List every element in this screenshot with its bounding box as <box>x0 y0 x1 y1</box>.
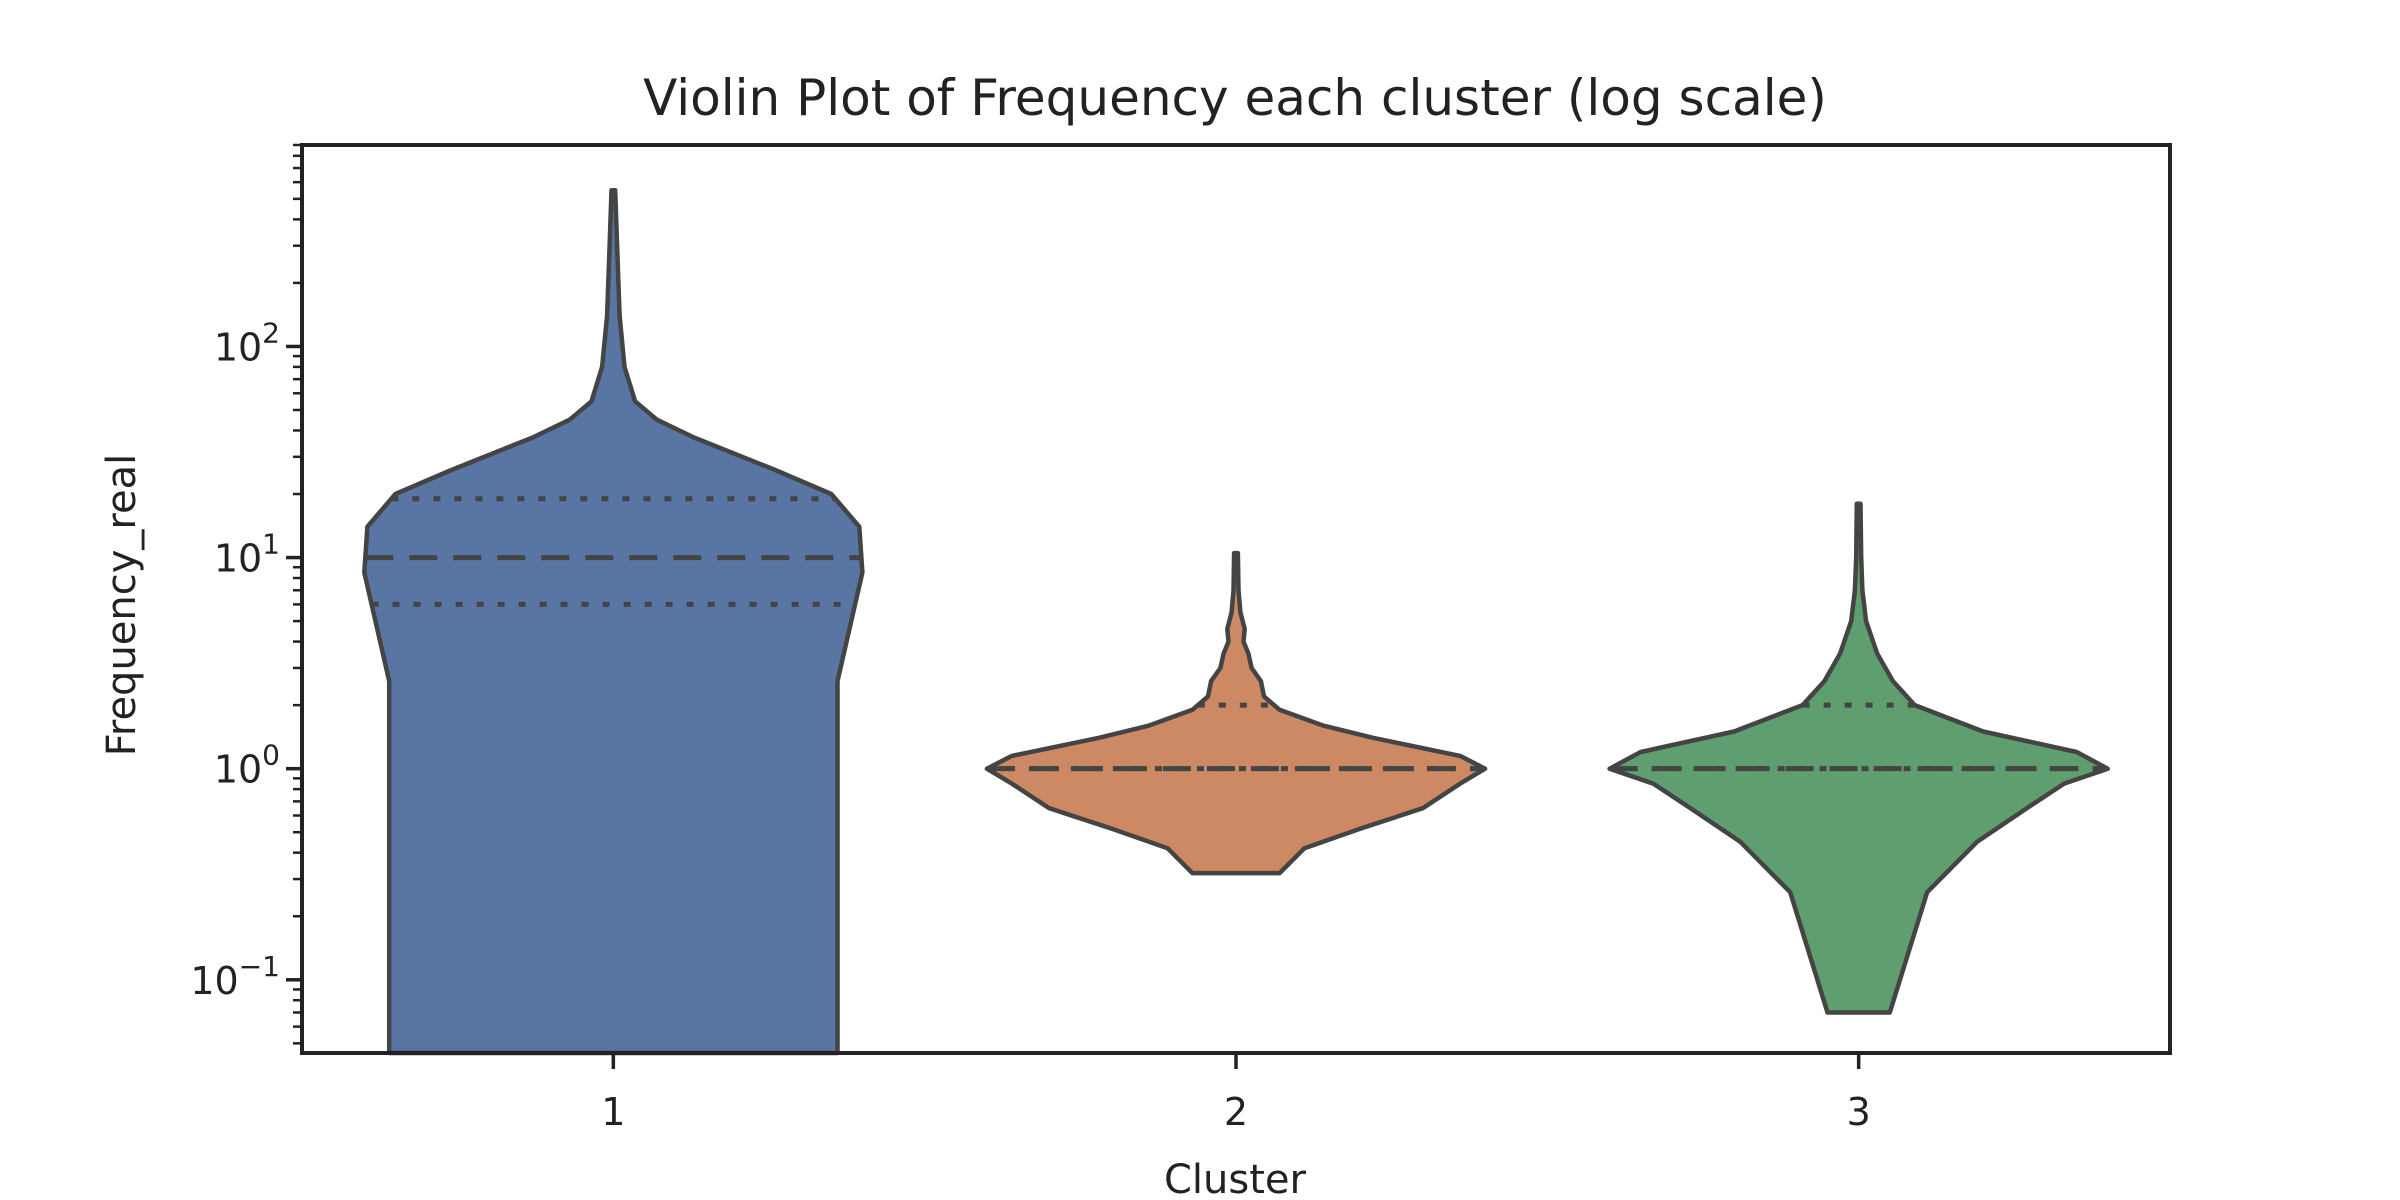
y-axis-label: Frequency_real <box>99 454 145 756</box>
chart-title: Violin Plot of Frequency each cluster (l… <box>643 69 1827 127</box>
x-axis-label: Cluster <box>1164 1157 1307 1200</box>
violin-cluster-2 <box>984 550 1488 876</box>
plot-area: 1 2 3 10−1 100 101 102 <box>190 143 2172 1134</box>
violin-cluster-1 <box>362 187 865 1056</box>
y-tick-label: 102 <box>214 316 280 369</box>
y-tick-label: 101 <box>214 528 280 581</box>
x-tick-label: 1 <box>601 1090 625 1134</box>
x-tick-label: 3 <box>1847 1090 1871 1134</box>
y-tick-label: 100 <box>214 739 280 792</box>
x-tick-label: 2 <box>1224 1090 1248 1134</box>
y-tick-label: 10−1 <box>190 950 280 1003</box>
violin-cluster-3 <box>1607 501 2110 1015</box>
